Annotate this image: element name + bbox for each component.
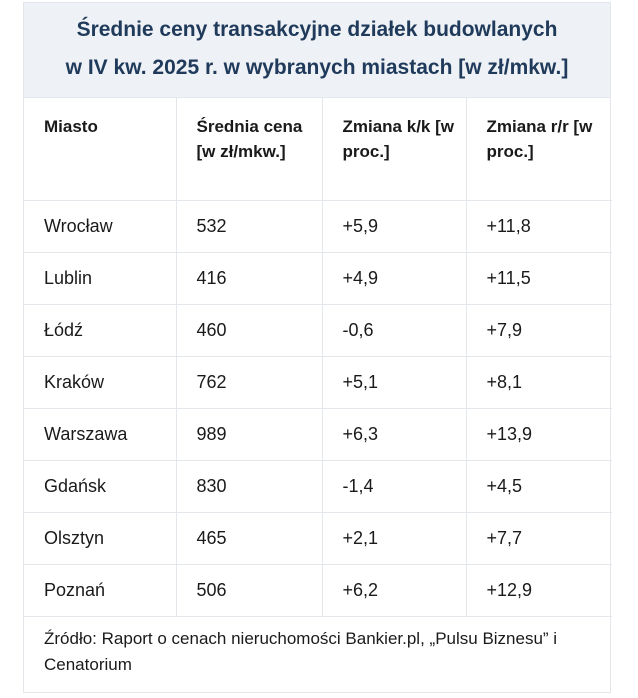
table-row: Gdańsk 830 -1,4 +4,5 <box>24 460 612 513</box>
header-row: Miasto Średnia cena [w zł/mkw.] Zmiana k… <box>24 98 612 201</box>
cell-qoq-change: +5,9 <box>322 200 467 253</box>
table-row: Kraków 762 +5,1 +8,1 <box>24 356 612 409</box>
cell-avg-price: 465 <box>176 512 323 565</box>
price-table: Miasto Średnia cena [w zł/mkw.] Zmiana k… <box>24 98 612 617</box>
source-note: Źródło: Raport o cenach nieruchomości Ba… <box>44 628 558 674</box>
cell-avg-price: 506 <box>176 564 323 617</box>
table-row: Wrocław 532 +5,9 +11,8 <box>24 200 612 253</box>
cell-yoy-change: +8,1 <box>466 356 612 409</box>
cell-city: Łódź <box>24 304 177 357</box>
cell-city: Lublin <box>24 252 177 305</box>
cell-yoy-change: +7,9 <box>466 304 612 357</box>
cell-yoy-change: +11,8 <box>466 200 612 253</box>
cell-qoq-change: +2,1 <box>322 512 467 565</box>
cell-avg-price: 830 <box>176 460 323 513</box>
cell-city: Poznań <box>24 564 177 617</box>
cell-avg-price: 532 <box>176 200 323 253</box>
table-row: Lublin 416 +4,9 +11,5 <box>24 252 612 305</box>
cell-yoy-change: +12,9 <box>466 564 612 617</box>
cell-yoy-change: +11,5 <box>466 252 612 305</box>
header-city: Miasto <box>24 98 177 201</box>
table-row: Łódź 460 -0,6 +7,9 <box>24 304 612 357</box>
cell-qoq-change: -0,6 <box>322 304 467 357</box>
header-qoq-change: Zmiana k/k [w proc.] <box>322 98 467 201</box>
cell-avg-price: 762 <box>176 356 323 409</box>
table-row: Olsztyn 465 +2,1 +7,7 <box>24 512 612 565</box>
header-avg-price: Średnia cena [w zł/mkw.] <box>176 98 323 201</box>
cell-avg-price: 460 <box>176 304 323 357</box>
table-row: Poznań 506 +6,2 +12,9 <box>24 564 612 617</box>
table-title-line-1: Średnie ceny transakcyjne działek budowl… <box>76 18 558 41</box>
cell-city: Wrocław <box>24 200 177 253</box>
cell-city: Olsztyn <box>24 512 177 565</box>
cell-yoy-change: +13,9 <box>466 408 612 461</box>
cell-qoq-change: +6,2 <box>322 564 467 617</box>
cell-yoy-change: +7,7 <box>466 512 612 565</box>
cell-avg-price: 416 <box>176 252 323 305</box>
table-title: Średnie ceny transakcyjne działek budowl… <box>24 3 610 98</box>
cell-city: Gdańsk <box>24 460 177 513</box>
cell-qoq-change: -1,4 <box>322 460 467 513</box>
header-yoy-change: Zmiana r/r [w proc.] <box>466 98 612 201</box>
cell-city: Warszawa <box>24 408 177 461</box>
table-row: Warszawa 989 +6,3 +13,9 <box>24 408 612 461</box>
cell-qoq-change: +6,3 <box>322 408 467 461</box>
table-title-line-2: w IV kw. 2025 r. w wybranych miastach [w… <box>65 56 569 79</box>
cell-qoq-change: +4,9 <box>322 252 467 305</box>
price-table-card: Średnie ceny transakcyjne działek budowl… <box>23 2 612 693</box>
cell-qoq-change: +5,1 <box>322 356 467 409</box>
cell-city: Kraków <box>24 356 177 409</box>
cell-avg-price: 989 <box>176 408 323 461</box>
cell-yoy-change: +4,5 <box>466 460 612 513</box>
